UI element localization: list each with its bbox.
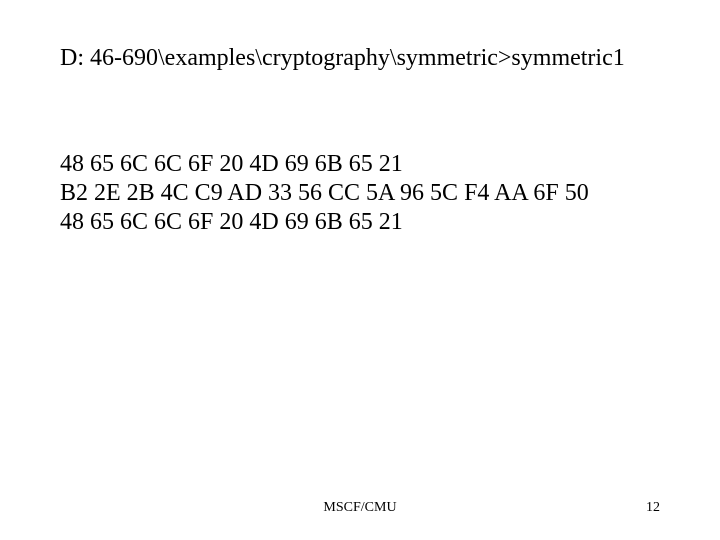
slide: D: 46-690\examples\cryptography\symmetri… bbox=[0, 0, 720, 540]
hex-line: B2 2E 2B 4C C9 AD 33 56 CC 5A 96 5C F4 A… bbox=[60, 179, 589, 208]
page-number: 12 bbox=[646, 500, 660, 516]
footer-center: MSCF/CMU bbox=[0, 500, 720, 516]
hex-line: 48 65 6C 6C 6F 20 4D 69 6B 65 21 bbox=[60, 208, 589, 237]
hex-output-block: 48 65 6C 6C 6F 20 4D 69 6B 65 21 B2 2E 2… bbox=[60, 150, 589, 236]
hex-line: 48 65 6C 6C 6F 20 4D 69 6B 65 21 bbox=[60, 150, 589, 179]
slide-title: D: 46-690\examples\cryptography\symmetri… bbox=[60, 44, 625, 73]
